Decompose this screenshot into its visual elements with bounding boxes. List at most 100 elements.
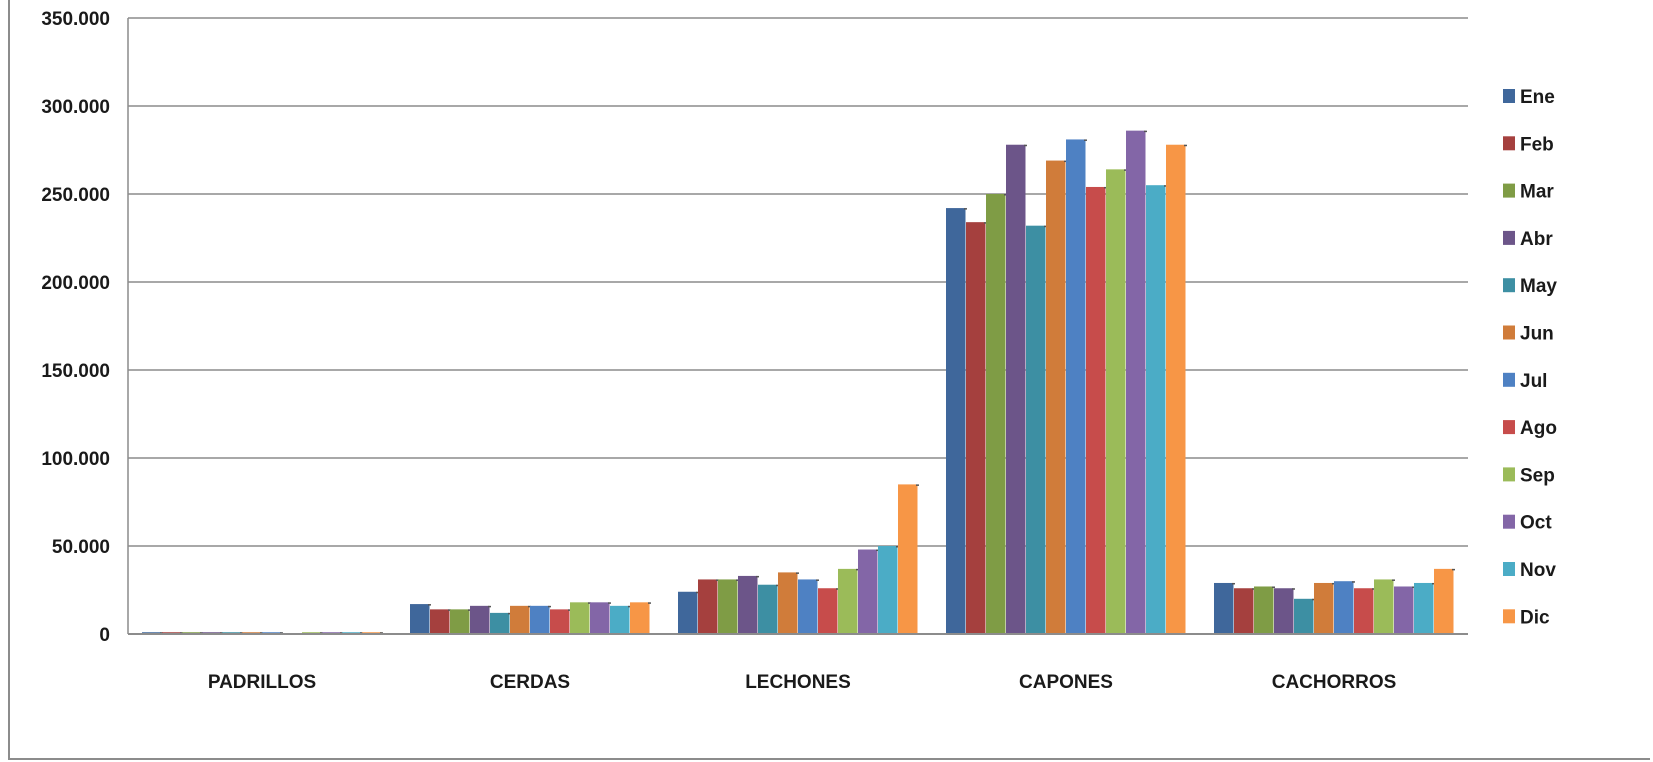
bar-cap: [1064, 160, 1067, 163]
y-tick-label: 0: [99, 625, 110, 646]
bar-cap: [360, 632, 363, 634]
category-label: CERDAS: [490, 672, 570, 693]
bar-cap: [548, 605, 551, 608]
bar-cap: [468, 609, 471, 611]
legend-label: Jun: [1520, 324, 1554, 345]
legend-label: Mar: [1520, 182, 1554, 203]
bar-cap: [796, 572, 799, 574]
legend-label: Oct: [1520, 513, 1552, 534]
bar-cap: [1292, 588, 1295, 590]
bar-cap: [508, 612, 511, 615]
category-label: CAPONES: [1019, 672, 1113, 693]
bar-sep-cerdas: [570, 602, 590, 634]
bar-mar-cerdas: [450, 609, 470, 634]
bar-cap: [448, 609, 451, 611]
bars: [142, 130, 1455, 635]
bar-cap: [488, 605, 491, 608]
legend-label: Abr: [1520, 229, 1553, 250]
legend-label: Feb: [1520, 134, 1554, 155]
bar-sep-capones: [1106, 169, 1126, 635]
bar-ago-lechones: [818, 588, 838, 634]
bar-cap: [1372, 588, 1375, 590]
bar-cap: [160, 632, 163, 634]
bar-cap: [964, 208, 967, 210]
category-label: PADRILLOS: [208, 672, 316, 693]
bar-oct-cachorros: [1394, 586, 1414, 634]
legend-swatch: [1503, 230, 1515, 245]
bar-dic-lechones: [898, 484, 918, 634]
bar-mar-lechones: [718, 579, 738, 634]
legend-swatch: [1503, 420, 1515, 435]
bar-may-lechones: [758, 584, 778, 634]
bar-cap: [220, 632, 223, 634]
bar-feb-lechones: [698, 579, 718, 634]
legend-label: May: [1520, 276, 1557, 297]
bar-cap: [320, 632, 323, 634]
bar-sep-cachorros: [1374, 579, 1394, 634]
bar-cap: [696, 591, 699, 594]
bar-jul-lechones: [798, 579, 818, 634]
bar-cap: [180, 632, 183, 634]
x-axis-category-labels: PADRILLOS CERDAS LECHONES CAPONES CACHORROS: [208, 672, 1396, 693]
bar-abr-cachorros: [1274, 588, 1294, 634]
bar-abr-lechones: [738, 575, 758, 634]
bar-sep-lechones: [838, 568, 858, 634]
bar-cap: [756, 575, 759, 578]
y-axis-tick-labels: 0 50.000 100.000 150.000 200.000 250.000 300.0…: [41, 9, 110, 646]
bar-cap: [1024, 144, 1027, 147]
bar-cap: [716, 579, 719, 581]
bar-cap: [1104, 186, 1107, 189]
bar-cap: [1432, 582, 1435, 585]
bar-ago-cachorros: [1354, 588, 1374, 634]
legend-label: Dic: [1520, 607, 1550, 628]
bar-cap: [1272, 586, 1275, 588]
bar-nov-capones: [1146, 185, 1166, 634]
legend-swatch: [1503, 514, 1515, 529]
legend-swatch: [1503, 325, 1515, 340]
bar-cap: [1312, 598, 1315, 601]
legend-swatch: [1503, 562, 1515, 576]
category-label: LECHONES: [745, 672, 851, 693]
bar-dic-capones: [1166, 144, 1186, 634]
legend-swatch: [1503, 183, 1515, 198]
bar-cap: [1452, 568, 1455, 571]
bar-cap: [528, 605, 531, 608]
bar-cap: [896, 546, 899, 548]
bar-cap: [260, 632, 263, 634]
legend-label: Jul: [1520, 371, 1547, 392]
bar-jun-capones: [1046, 160, 1066, 634]
bar-cap: [1232, 582, 1235, 585]
bar-jul-capones: [1066, 139, 1086, 634]
bar-ene-cachorros: [1214, 582, 1234, 634]
bar-abr-cerdas: [470, 605, 490, 634]
bar-jun-lechones: [778, 572, 798, 634]
y-tick-label: 300.000: [41, 97, 110, 118]
category-label: CACHORROS: [1272, 672, 1397, 693]
bar-cap: [628, 605, 631, 608]
y-tick-label: 150.000: [41, 361, 110, 382]
bar-nov-cachorros: [1414, 582, 1434, 634]
legend-label: Nov: [1520, 560, 1556, 581]
bar-cap: [200, 632, 203, 634]
bar-cap: [876, 549, 879, 552]
bar-ene-lechones: [678, 591, 698, 634]
bar-cap: [1332, 582, 1335, 585]
bar-cap: [428, 604, 431, 606]
bar-may-cerdas: [490, 612, 510, 634]
bar-ene-capones: [946, 208, 966, 634]
bar-cap: [736, 579, 739, 581]
bar-cap: [1164, 185, 1167, 187]
bar-mar-cachorros: [1254, 586, 1274, 634]
bar-cap: [240, 632, 243, 634]
bar-cap: [1004, 194, 1007, 196]
bar-cap: [380, 632, 383, 634]
bar-dic-cerdas: [630, 602, 650, 634]
bar-ago-capones: [1086, 186, 1106, 634]
bar-nov-cerdas: [610, 605, 630, 634]
legend-swatch: [1503, 467, 1515, 482]
bar-ago-cerdas: [550, 609, 570, 634]
legend-label: Ene: [1520, 87, 1555, 108]
legend-swatch: [1503, 89, 1515, 103]
bar-jun-cachorros: [1314, 582, 1334, 634]
bar-may-cachorros: [1294, 598, 1314, 634]
